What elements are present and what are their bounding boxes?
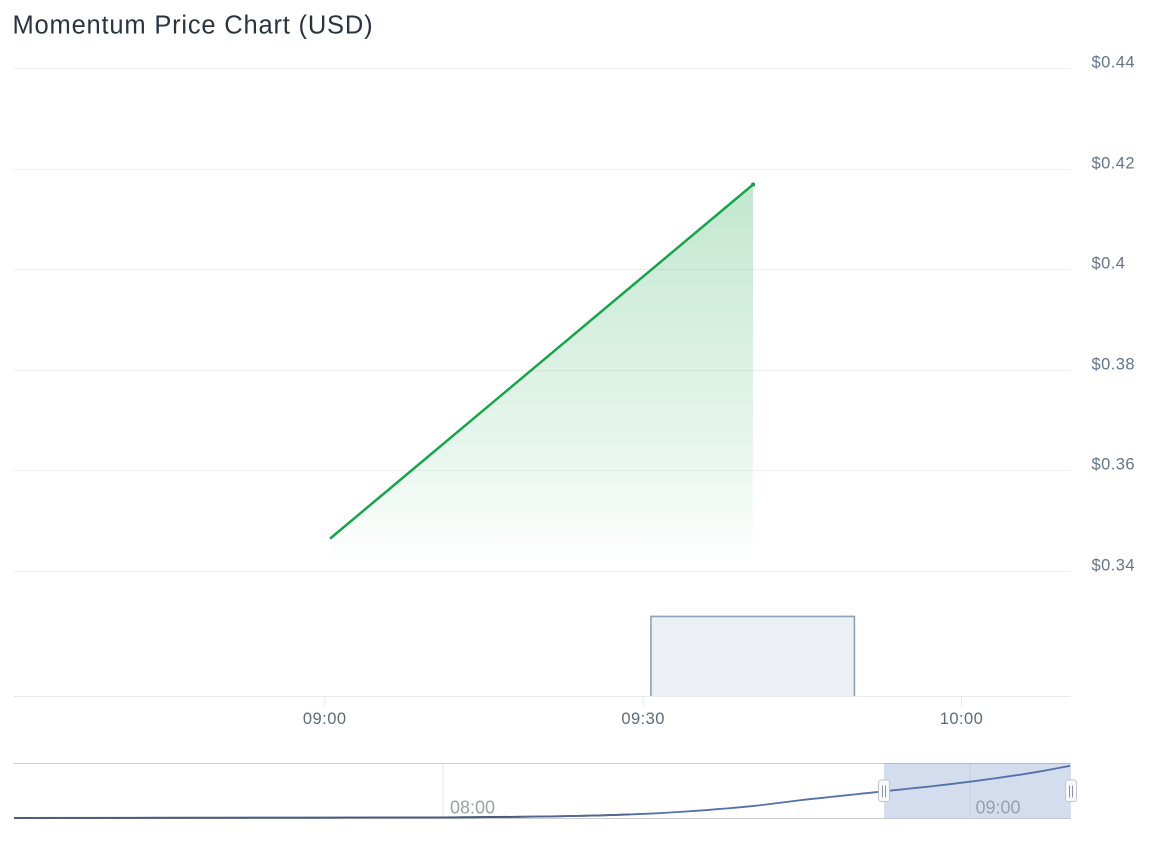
svg-text:$0.4: $0.4 [1092,254,1126,272]
svg-text:Momentum Price Chart (USD): Momentum Price Chart (USD) [13,12,374,40]
svg-text:$0.42: $0.42 [1092,154,1136,172]
svg-text:$0.38: $0.38 [1092,355,1136,373]
svg-text:08:00: 08:00 [450,798,495,818]
svg-text:09:00: 09:00 [976,798,1021,818]
svg-text:$0.34: $0.34 [1092,556,1136,574]
svg-text:$0.36: $0.36 [1092,455,1136,473]
svg-text:10:00: 10:00 [940,710,984,728]
svg-text:09:00: 09:00 [303,710,347,728]
svg-text:09:30: 09:30 [621,710,665,728]
svg-text:$0.44: $0.44 [1092,53,1136,71]
